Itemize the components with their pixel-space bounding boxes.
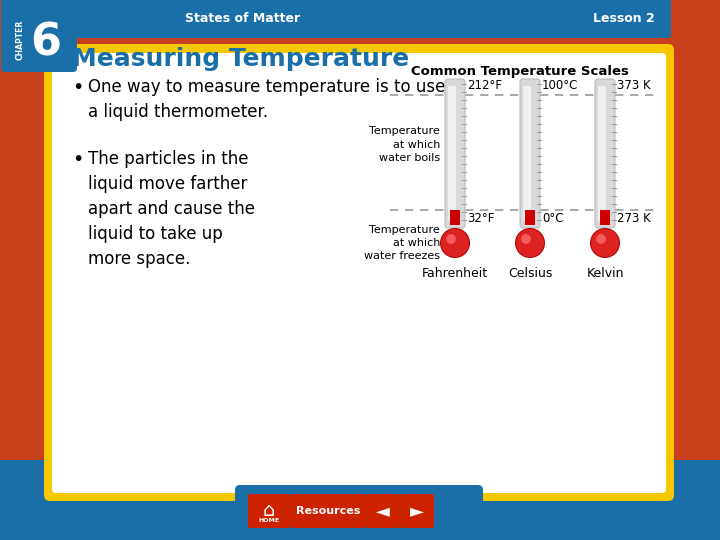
Text: Celsius: Celsius xyxy=(508,267,552,280)
FancyBboxPatch shape xyxy=(235,485,483,537)
Circle shape xyxy=(521,234,531,244)
Text: Resources: Resources xyxy=(296,506,360,516)
Text: 212°F: 212°F xyxy=(467,79,502,92)
FancyBboxPatch shape xyxy=(290,494,366,528)
Circle shape xyxy=(590,228,620,258)
FancyBboxPatch shape xyxy=(1,0,77,72)
FancyBboxPatch shape xyxy=(598,86,606,221)
Text: 0°C: 0°C xyxy=(542,212,564,225)
Text: Common Temperature Scales: Common Temperature Scales xyxy=(411,65,629,78)
Text: One way to measure temperature is to use
a liquid thermometer.: One way to measure temperature is to use… xyxy=(88,78,446,121)
FancyBboxPatch shape xyxy=(52,53,666,493)
Text: Temperature
at which
water boils: Temperature at which water boils xyxy=(369,126,440,163)
FancyBboxPatch shape xyxy=(400,494,434,528)
Circle shape xyxy=(516,229,544,257)
FancyBboxPatch shape xyxy=(595,79,615,228)
Text: Kelvin: Kelvin xyxy=(586,267,624,280)
Text: Measuring Temperature: Measuring Temperature xyxy=(72,47,409,71)
FancyBboxPatch shape xyxy=(248,494,290,528)
Text: 273 K: 273 K xyxy=(617,212,651,225)
Text: HOME: HOME xyxy=(258,517,279,523)
Text: Lesson 2: Lesson 2 xyxy=(593,11,655,24)
Circle shape xyxy=(591,229,619,257)
Text: 100°C: 100°C xyxy=(542,79,578,92)
Text: ⌂: ⌂ xyxy=(263,502,275,521)
Bar xyxy=(525,210,535,225)
Text: Temperature
at which
water freezes: Temperature at which water freezes xyxy=(364,225,440,261)
FancyBboxPatch shape xyxy=(520,79,540,228)
Text: CHAPTER: CHAPTER xyxy=(16,20,25,60)
Text: 6: 6 xyxy=(30,22,61,64)
Text: 373 K: 373 K xyxy=(617,79,651,92)
Circle shape xyxy=(440,228,470,258)
Circle shape xyxy=(515,228,545,258)
Circle shape xyxy=(441,229,469,257)
Bar xyxy=(600,210,610,225)
Bar xyxy=(450,210,460,225)
Circle shape xyxy=(596,234,606,244)
Circle shape xyxy=(446,234,456,244)
Text: The particles in the
liquid move farther
apart and cause the
liquid to take up
m: The particles in the liquid move farther… xyxy=(88,150,255,268)
Text: •: • xyxy=(72,78,84,97)
Text: States of Matter: States of Matter xyxy=(185,11,300,24)
FancyBboxPatch shape xyxy=(523,86,531,221)
Text: ◄: ◄ xyxy=(376,502,390,520)
FancyBboxPatch shape xyxy=(445,79,465,228)
Text: ►: ► xyxy=(410,502,424,520)
Text: Fahrenheit: Fahrenheit xyxy=(422,267,488,280)
FancyBboxPatch shape xyxy=(366,494,400,528)
FancyBboxPatch shape xyxy=(47,0,671,38)
FancyBboxPatch shape xyxy=(448,86,456,221)
Bar xyxy=(50,0,668,30)
Text: •: • xyxy=(72,150,84,169)
Bar xyxy=(0,460,720,540)
FancyBboxPatch shape xyxy=(44,44,674,501)
Text: 32°F: 32°F xyxy=(467,212,495,225)
